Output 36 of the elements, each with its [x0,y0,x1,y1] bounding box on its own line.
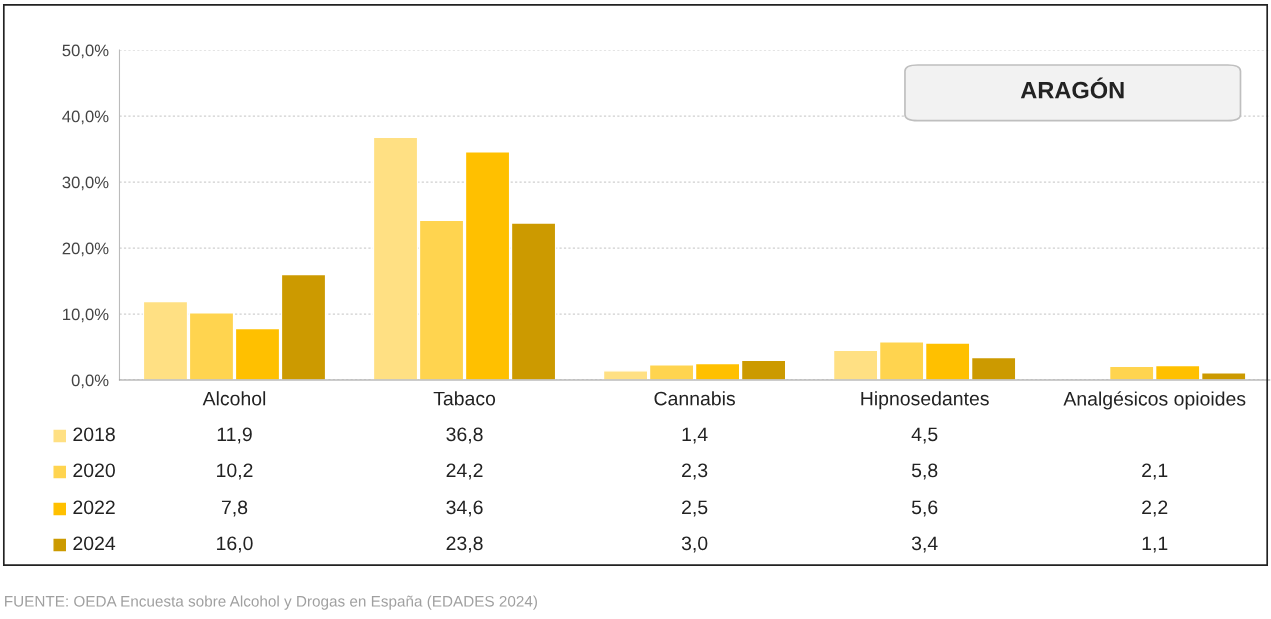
data-label: 3,4 [911,536,938,553]
legend-label: 2018 [73,427,115,442]
y-tick-label: 0,0% [71,374,109,389]
y-tick-label: 40,0% [62,110,109,125]
data-label: 7,8 [221,500,248,517]
x-tick-label: Alcohol [202,391,266,406]
x-tick-label: Tabaco [433,391,496,406]
data-label: 5,8 [911,463,938,480]
y-tick-label: 30,0% [62,176,109,191]
y-tick-label: 50,0% [62,44,109,59]
data-label: 3,0 [681,536,708,553]
data-label: 11,9 [217,427,252,444]
data-label: 36,8 [446,427,483,444]
x-tick-label: Analgésicos opioides [1063,391,1246,410]
data-label: 1,1 [1142,536,1168,553]
text: ARAGÓN [1020,77,1124,99]
data-label: 2,5 [682,500,708,517]
data-label: 24,2 [446,463,483,480]
x-tick-label: Cannabis [654,391,735,406]
data-label: 23,8 [446,536,483,553]
data-label: 10,2 [217,463,253,480]
data-label: 2,3 [682,463,708,480]
data-label: 34,6 [446,500,483,517]
data-label: 1,4 [682,427,708,444]
data-label: 2,2 [1142,500,1168,517]
legend-label: 2024 [73,536,116,551]
source-note: FUENTE: OEDA Encuesta sobre Alcohol y Drogas en España (EDADES 2024) [5,595,537,610]
data-label: 5,6 [911,500,938,517]
y-tick-label: 10,0% [63,308,109,323]
legend-label: 2022 [73,500,115,515]
data-label: 2,1 [1142,463,1168,480]
data-label: 4,5 [911,427,938,444]
data-label: 16,0 [217,536,253,553]
legend-label: 2020 [73,463,115,478]
y-tick-label: 20,0% [62,242,109,257]
x-tick-label: Hipnosedantes [861,391,989,410]
